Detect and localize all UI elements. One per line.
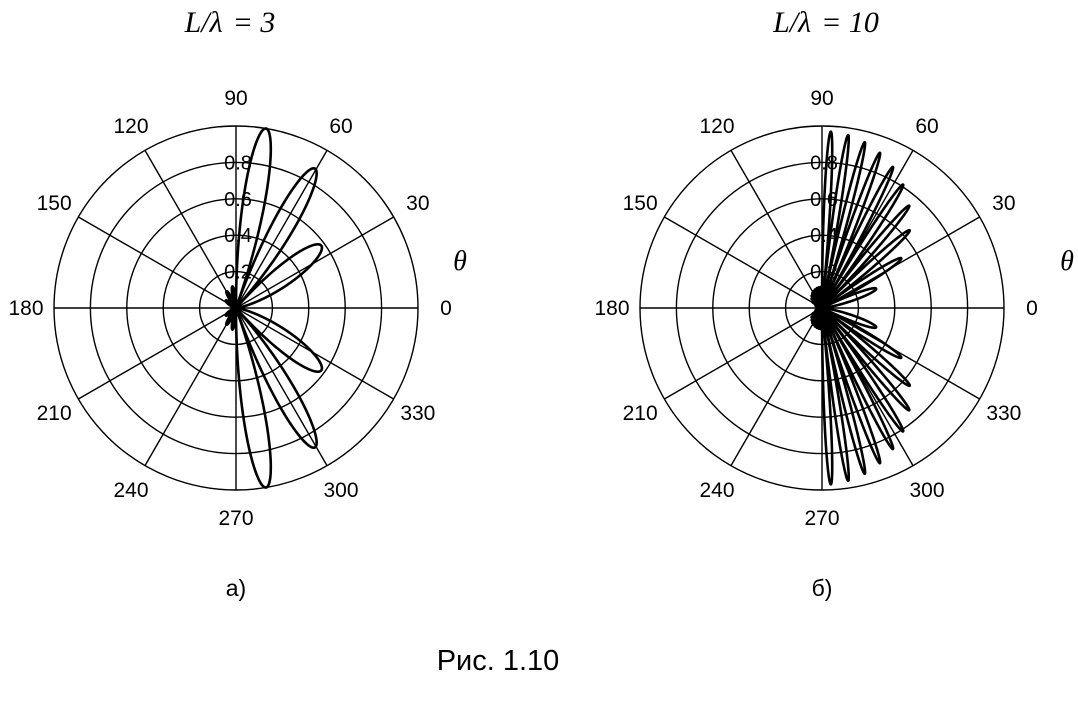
angle-gridline-a bbox=[78, 216, 237, 309]
angle-tick-labels-b: 0 30 60 90 120 150 180 210 240 270 300 330 bbox=[594, 87, 1037, 530]
angle-tick-label-a: 60 bbox=[329, 115, 352, 138]
angle-gridline-b bbox=[821, 307, 980, 400]
angle-tick-label-a: 330 bbox=[400, 402, 435, 425]
radial-tick-label-b: 0.8 bbox=[810, 152, 838, 174]
angle-tick-label-a: 240 bbox=[113, 479, 148, 502]
angle-tick-label-b: 180 bbox=[594, 297, 629, 320]
angle-tick-label-a: 30 bbox=[406, 192, 429, 215]
angle-gridline-a bbox=[235, 307, 328, 466]
angle-tick-label-a: 150 bbox=[37, 192, 72, 215]
chart-title-b: L/λ = 10 bbox=[772, 6, 879, 39]
polar-grid-a bbox=[53, 125, 419, 491]
angle-gridline-b bbox=[821, 216, 980, 309]
angle-tick-label-b: 90 bbox=[810, 87, 833, 110]
angle-tick-label-a: 0 bbox=[440, 297, 452, 320]
angle-tick-label-b: 300 bbox=[909, 479, 944, 502]
angle-gridline-a bbox=[144, 307, 237, 466]
figure-caption: Рис. 1.10 bbox=[437, 645, 560, 677]
panel-label-b: б) bbox=[812, 575, 833, 601]
radial-tick-label-a: 0.8 bbox=[224, 152, 252, 174]
angle-gridline-a bbox=[235, 150, 328, 309]
polar-chart-b: L/λ = 10 0.20.40.60.8 0306090120150180210… bbox=[594, 6, 1074, 601]
radiation-pattern-a bbox=[224, 127, 324, 489]
angle-gridline-b bbox=[664, 307, 823, 400]
angle-tick-label-b: 0 bbox=[1026, 297, 1038, 320]
angle-gridline-b bbox=[664, 216, 823, 309]
chart-title-a: L/λ = 3 bbox=[184, 6, 276, 39]
angle-tick-label-b: 150 bbox=[623, 192, 658, 215]
angle-tick-labels-a: 0 30 60 90 120 150 180 210 240 270 300 330 bbox=[8, 87, 451, 530]
angle-gridline-a bbox=[144, 150, 237, 309]
angle-tick-label-a: 180 bbox=[8, 297, 43, 320]
polar-grid-b bbox=[639, 125, 1005, 491]
angle-tick-label-b: 120 bbox=[699, 115, 734, 138]
angle-tick-label-a: 300 bbox=[323, 479, 358, 502]
radial-tick-label-a: 0.6 bbox=[224, 189, 252, 211]
angle-tick-label-a: 90 bbox=[224, 87, 247, 110]
angle-tick-label-b: 30 bbox=[992, 192, 1015, 215]
angle-tick-label-b: 210 bbox=[623, 402, 658, 425]
angle-tick-label-b: 330 bbox=[986, 402, 1021, 425]
radiation-pattern-b bbox=[810, 130, 912, 486]
angle-tick-label-a: 210 bbox=[37, 402, 72, 425]
angle-gridline-b bbox=[730, 150, 823, 309]
theta-axis-label-b: θ bbox=[1060, 246, 1074, 277]
angle-tick-label-b: 60 bbox=[915, 115, 938, 138]
angle-tick-label-b: 240 bbox=[699, 479, 734, 502]
angle-tick-label-b: 270 bbox=[804, 507, 839, 530]
angle-tick-label-a: 120 bbox=[113, 115, 148, 138]
angle-gridline-a bbox=[78, 307, 237, 400]
polar-chart-a: L/λ = 3 0.20.40.60.8 03060901201501802102… bbox=[8, 6, 467, 601]
angle-gridline-b bbox=[730, 307, 823, 466]
theta-axis-label-a: θ bbox=[453, 246, 467, 277]
angle-tick-label-a: 270 bbox=[218, 507, 253, 530]
panel-label-a: а) bbox=[226, 575, 246, 601]
